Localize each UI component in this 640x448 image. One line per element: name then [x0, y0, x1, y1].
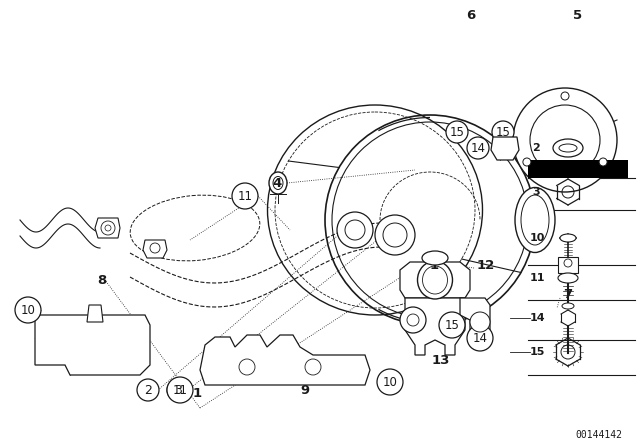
- Text: 12: 12: [477, 258, 495, 271]
- Circle shape: [15, 297, 41, 323]
- Text: 14: 14: [470, 142, 486, 155]
- Text: 13: 13: [432, 353, 451, 366]
- Text: 10: 10: [20, 303, 35, 316]
- Bar: [528, 160, 628, 178]
- Circle shape: [167, 379, 189, 401]
- Ellipse shape: [560, 234, 576, 242]
- Text: 6: 6: [466, 9, 476, 22]
- Circle shape: [137, 379, 159, 401]
- Polygon shape: [405, 298, 465, 355]
- Polygon shape: [460, 298, 490, 345]
- Text: 7: 7: [563, 288, 572, 301]
- Circle shape: [337, 212, 373, 248]
- Text: 14: 14: [472, 332, 488, 345]
- Text: 11: 11: [173, 383, 188, 396]
- Polygon shape: [491, 137, 519, 160]
- Text: 15: 15: [449, 125, 465, 138]
- Text: 10: 10: [383, 375, 397, 388]
- Ellipse shape: [558, 273, 578, 283]
- Polygon shape: [35, 315, 150, 375]
- Ellipse shape: [559, 144, 577, 152]
- Text: 4: 4: [272, 177, 281, 190]
- Ellipse shape: [562, 303, 574, 309]
- Polygon shape: [558, 257, 578, 273]
- Text: 15: 15: [495, 125, 511, 138]
- Ellipse shape: [422, 251, 448, 265]
- Circle shape: [439, 312, 465, 338]
- Text: 9: 9: [300, 383, 309, 396]
- Ellipse shape: [269, 172, 287, 194]
- Polygon shape: [95, 218, 120, 238]
- Polygon shape: [200, 335, 370, 385]
- Text: 11: 11: [237, 190, 253, 202]
- Ellipse shape: [268, 105, 483, 315]
- Text: 10: 10: [530, 233, 545, 243]
- Polygon shape: [400, 262, 470, 298]
- Text: 15: 15: [530, 347, 545, 357]
- Text: 5: 5: [573, 9, 582, 22]
- Circle shape: [232, 183, 258, 209]
- Text: 8: 8: [97, 273, 106, 287]
- Ellipse shape: [417, 261, 452, 299]
- Circle shape: [167, 377, 193, 403]
- Circle shape: [400, 307, 426, 333]
- Text: 1: 1: [193, 387, 202, 400]
- Circle shape: [523, 158, 531, 166]
- Circle shape: [446, 121, 468, 143]
- Ellipse shape: [553, 139, 583, 157]
- Circle shape: [375, 215, 415, 255]
- Text: 1: 1: [430, 258, 439, 271]
- Text: 3: 3: [532, 187, 540, 197]
- Polygon shape: [143, 240, 167, 258]
- Circle shape: [470, 312, 490, 332]
- Text: 2: 2: [532, 143, 540, 153]
- Circle shape: [467, 325, 493, 351]
- Text: 15: 15: [445, 319, 460, 332]
- Text: 2: 2: [144, 383, 152, 396]
- Circle shape: [377, 369, 403, 395]
- Ellipse shape: [515, 188, 555, 253]
- Text: 00144142: 00144142: [575, 430, 622, 440]
- Circle shape: [561, 92, 569, 100]
- Text: 11: 11: [530, 273, 545, 283]
- Circle shape: [513, 88, 617, 192]
- Circle shape: [599, 158, 607, 166]
- Text: 3: 3: [174, 383, 182, 396]
- Polygon shape: [87, 305, 103, 322]
- Circle shape: [492, 121, 514, 143]
- Circle shape: [467, 137, 489, 159]
- Text: 14: 14: [530, 313, 546, 323]
